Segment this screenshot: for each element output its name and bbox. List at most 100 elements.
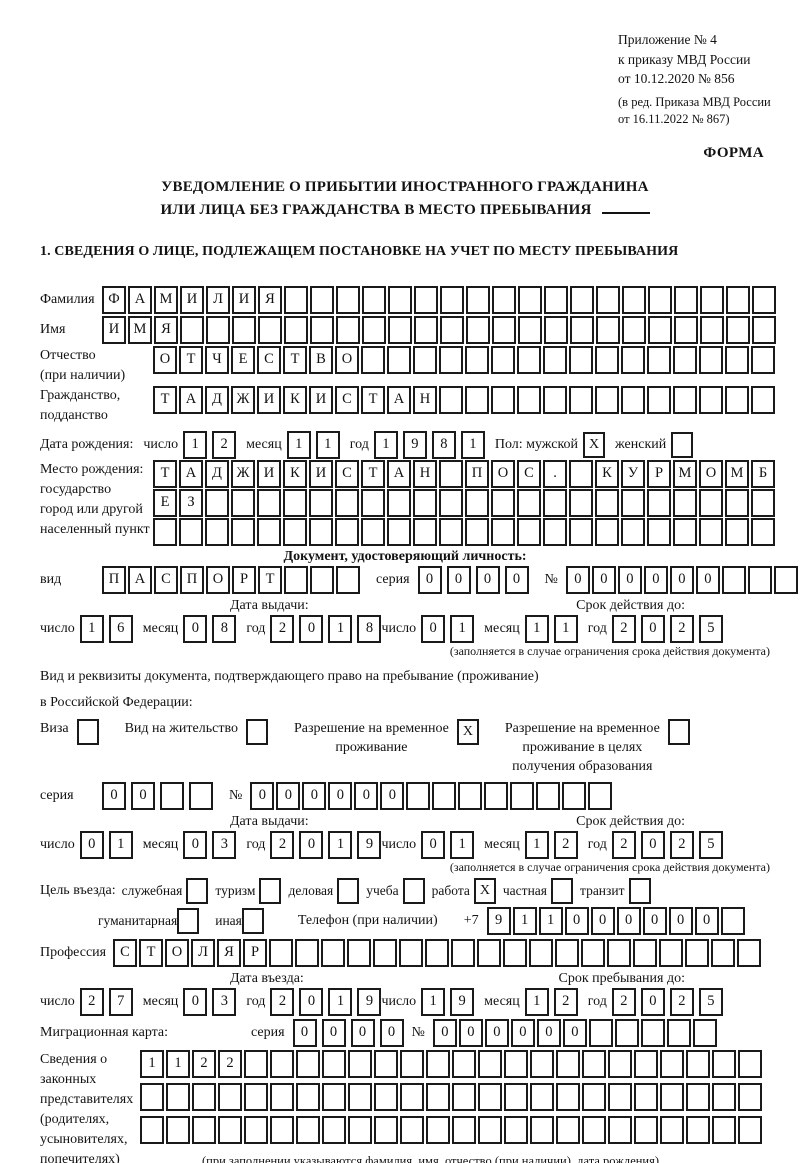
char-box[interactable]: 3 [212, 830, 237, 859]
char-box[interactable] [633, 938, 657, 967]
char-box[interactable] [387, 517, 411, 546]
char-box[interactable]: 2 [192, 1049, 216, 1078]
char-box[interactable] [530, 1082, 554, 1111]
char-box[interactable] [425, 938, 449, 967]
char-box[interactable] [555, 938, 579, 967]
char-box[interactable] [491, 345, 515, 374]
char-box[interactable] [621, 385, 645, 414]
char-box[interactable] [362, 285, 386, 314]
char-box[interactable] [712, 1049, 736, 1078]
checkbox-male[interactable]: X [583, 431, 606, 458]
char-box[interactable] [270, 1049, 294, 1078]
char-box[interactable] [284, 565, 308, 594]
char-box[interactable] [582, 1082, 606, 1111]
char-box[interactable] [439, 345, 463, 374]
char-box[interactable] [517, 385, 541, 414]
char-box[interactable] [725, 517, 749, 546]
char-box[interactable] [569, 345, 593, 374]
char-box[interactable]: 0 [250, 781, 275, 810]
char-box[interactable] [588, 1018, 613, 1047]
char-box[interactable]: К [283, 385, 307, 414]
char-box[interactable]: 5 [698, 830, 723, 859]
char-box[interactable]: 8 [212, 614, 237, 643]
char-box[interactable]: Р [232, 565, 256, 594]
char-box[interactable] [543, 488, 567, 517]
checkbox-residence-permit[interactable] [245, 718, 268, 745]
char-box[interactable]: А [128, 565, 152, 594]
char-box[interactable]: 1 [315, 430, 340, 459]
char-box[interactable] [726, 315, 750, 344]
char-box[interactable] [321, 938, 345, 967]
char-box[interactable]: 0 [640, 614, 665, 643]
char-box[interactable] [362, 315, 386, 344]
char-box[interactable]: 1 [373, 430, 398, 459]
char-box[interactable]: 0 [79, 830, 104, 859]
char-box[interactable] [478, 1049, 502, 1078]
char-box[interactable]: И [232, 285, 256, 314]
char-box[interactable] [751, 517, 775, 546]
char-box[interactable] [647, 385, 671, 414]
char-box[interactable] [738, 1049, 762, 1078]
char-box[interactable]: 2 [611, 830, 636, 859]
char-box[interactable]: 2 [218, 1049, 242, 1078]
char-box[interactable]: 0 [379, 1018, 404, 1047]
char-box[interactable]: А [179, 459, 203, 488]
char-box[interactable] [634, 1082, 658, 1111]
char-box[interactable] [452, 1082, 476, 1111]
char-box[interactable] [388, 285, 412, 314]
char-box[interactable]: 0 [299, 614, 324, 643]
char-box[interactable]: 0 [299, 830, 324, 859]
char-box[interactable]: Д [205, 385, 229, 414]
char-box[interactable]: Л [206, 285, 230, 314]
char-box[interactable] [556, 1049, 580, 1078]
char-box[interactable] [582, 1115, 606, 1144]
checkbox-purpose-other[interactable] [241, 907, 264, 934]
char-box[interactable] [504, 1115, 528, 1144]
char-box[interactable] [673, 517, 697, 546]
char-box[interactable] [596, 315, 620, 344]
char-box[interactable] [725, 488, 749, 517]
char-box[interactable]: 1 [328, 830, 353, 859]
char-box[interactable]: Ч [205, 345, 229, 374]
char-box[interactable] [622, 315, 646, 344]
char-box[interactable] [309, 488, 333, 517]
char-box[interactable]: Т [139, 938, 163, 967]
checkbox-female[interactable] [671, 431, 694, 458]
char-box[interactable]: Я [217, 938, 241, 967]
char-box[interactable]: В [309, 345, 333, 374]
char-box[interactable]: 1 [524, 830, 549, 859]
checkbox-purpose-private[interactable] [551, 877, 573, 904]
char-box[interactable]: Л [191, 938, 215, 967]
char-box[interactable]: 6 [108, 614, 133, 643]
char-box[interactable] [607, 938, 631, 967]
char-box[interactable] [660, 1049, 684, 1078]
char-box[interactable] [400, 1115, 424, 1144]
char-box[interactable] [361, 517, 385, 546]
char-box[interactable]: 0 [475, 565, 500, 594]
char-box[interactable]: З [179, 488, 203, 517]
char-box[interactable] [621, 517, 645, 546]
char-box[interactable] [491, 385, 515, 414]
char-box[interactable] [439, 459, 463, 488]
char-box[interactable]: Т [258, 565, 282, 594]
char-box[interactable] [284, 315, 308, 344]
char-box[interactable] [192, 1115, 216, 1144]
char-box[interactable]: 0 [695, 565, 720, 594]
char-box[interactable] [387, 488, 411, 517]
char-box[interactable]: С [257, 345, 281, 374]
char-box[interactable] [232, 315, 256, 344]
char-box[interactable] [296, 1115, 320, 1144]
char-box[interactable] [432, 781, 457, 810]
char-box[interactable]: 0 [640, 987, 665, 1016]
char-box[interactable] [699, 488, 723, 517]
char-box[interactable]: 7 [108, 987, 133, 1016]
char-box[interactable] [166, 1082, 190, 1111]
checkbox-purpose-work[interactable]: X [473, 877, 496, 904]
char-box[interactable] [466, 315, 490, 344]
char-box[interactable] [595, 488, 619, 517]
char-box[interactable] [699, 385, 723, 414]
char-box[interactable] [160, 781, 184, 810]
char-box[interactable]: Т [179, 345, 203, 374]
char-box[interactable] [543, 517, 567, 546]
char-box[interactable] [569, 459, 593, 488]
